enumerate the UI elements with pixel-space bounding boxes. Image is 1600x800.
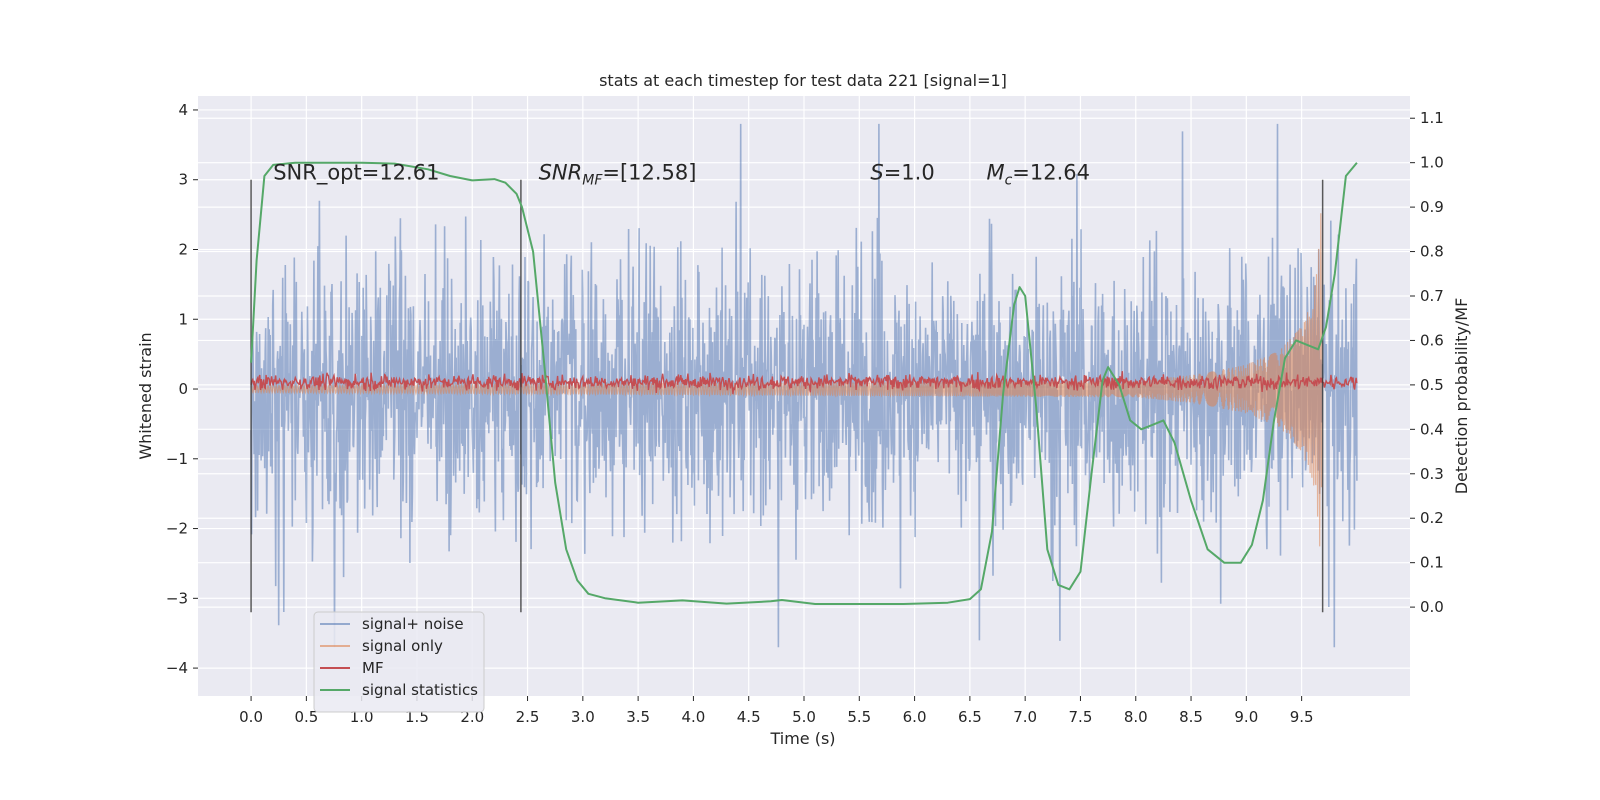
legend-label: signal only [362, 637, 443, 655]
legend-box [313, 611, 485, 713]
x-tick-label: 3.0 [571, 708, 595, 726]
y-tick-label: −1 [166, 450, 188, 468]
y2-tick-label: 0.2 [1420, 509, 1444, 527]
y2-tick-label: 0.6 [1420, 331, 1444, 349]
x-tick-label: 0.0 [239, 708, 263, 726]
y-tick-label: 3 [178, 171, 188, 189]
x-tick-label: 4.0 [681, 708, 705, 726]
x-tick-label: 7.0 [1013, 708, 1037, 726]
series-signal-statistics [250, 161, 1358, 605]
x-tick-label: 8.0 [1124, 708, 1148, 726]
y-tick-label: −4 [166, 659, 188, 677]
mf-line [250, 371, 1358, 395]
y2-tick-label: 0.4 [1420, 420, 1444, 438]
annotation-snr_opt: SNR_opt=12.61 [273, 161, 439, 186]
y2-tick-label: 0.5 [1420, 376, 1444, 394]
x-tick-label: 9.0 [1234, 708, 1258, 726]
legend-label: signal statistics [362, 681, 478, 699]
x-tick-label: 3.5 [626, 708, 650, 726]
legend-label: MF [362, 659, 384, 677]
marker-vlines [250, 179, 1324, 613]
x-tick-label: 0.5 [294, 708, 318, 726]
y2-tick-label: 0.9 [1420, 198, 1444, 216]
y2-tick-label: 0.3 [1420, 465, 1444, 483]
y2-ticks: 0.0 0.1 0.2 0.3 0.4 0.5 0.6 0.7 0.8 0.9 1.0 1.1 [1410, 109, 1444, 616]
x-axis-label: Time (s) [769, 729, 835, 748]
legend: signal+ noise signal only MF signal statist… [313, 611, 485, 713]
legend-label: signal+ noise [362, 615, 464, 633]
annotations: SNR_opt=12.61 SNRMF=[12.58] S=1.0 Mc=12.64 [273, 161, 1090, 189]
y-tick-label: 1 [178, 310, 188, 328]
series-signal-noise [250, 123, 1358, 648]
series-signal-only [250, 213, 1323, 547]
x-tick-label: 9.5 [1290, 708, 1314, 726]
chart-title: stats at each timestep for test data 221… [599, 71, 1007, 90]
y-axis-label: Whitened strain [136, 332, 155, 459]
signal-statistics-line [250, 161, 1358, 605]
y2-tick-label: 1.1 [1420, 109, 1444, 127]
x-tick-label: 7.5 [1069, 708, 1093, 726]
y-tick-label: 4 [178, 101, 188, 119]
x-tick-label: 8.5 [1179, 708, 1203, 726]
y-tick-label: −2 [166, 520, 188, 538]
x-tick-label: 6.5 [958, 708, 982, 726]
y-tick-label: 2 [178, 240, 188, 258]
x-tick-label: 5.5 [847, 708, 871, 726]
y2-axis-label: Detection probability/MF [1452, 298, 1471, 495]
x-tick-label: 5.0 [792, 708, 816, 726]
y2-tick-label: 0.0 [1420, 598, 1444, 616]
y2-tick-label: 0.7 [1420, 287, 1444, 305]
signal-noise-line [250, 123, 1358, 648]
y2-tick-label: 0.8 [1420, 243, 1444, 261]
y2-tick-label: 1.0 [1420, 154, 1444, 172]
x-tick-label: 6.0 [903, 708, 927, 726]
signal-only-line [250, 213, 1323, 547]
y-tick-label: −3 [166, 589, 188, 607]
x-tick-label: 4.5 [737, 708, 761, 726]
y-ticks: −4 −3 −2 −1 0 1 2 3 4 [166, 101, 198, 677]
annotation-s: S=1.0 [870, 161, 934, 185]
y2-tick-label: 0.1 [1420, 554, 1444, 572]
y-tick-label: 0 [178, 380, 188, 398]
series-mf [250, 371, 1358, 395]
x-tick-label: 2.5 [516, 708, 540, 726]
annotation-snr_mf: SNRMF=[12.58] [539, 161, 697, 189]
annotation-mc: Mc=12.64 [986, 161, 1090, 189]
